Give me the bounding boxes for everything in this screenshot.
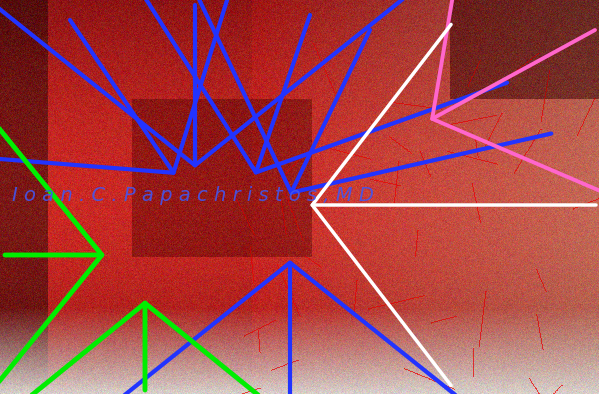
Text: I o a n . C . P a p a c h r i s t o s , M D: I o a n . C . P a p a c h r i s t o s , … (12, 186, 374, 204)
